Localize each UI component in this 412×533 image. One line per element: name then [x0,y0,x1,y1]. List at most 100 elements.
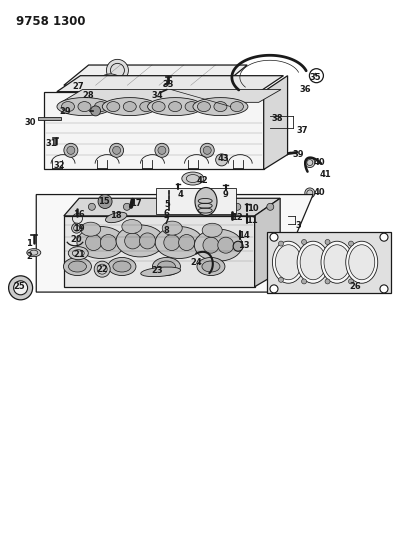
Text: 6: 6 [164,209,170,217]
Text: 39: 39 [293,150,304,159]
Circle shape [98,195,112,208]
Text: 35: 35 [309,73,321,82]
Text: 40: 40 [313,158,325,167]
Ellipse shape [300,245,326,280]
Circle shape [179,235,194,251]
Text: 10: 10 [247,205,259,213]
Circle shape [161,203,167,211]
Polygon shape [57,76,283,92]
Circle shape [279,241,283,246]
Text: 37: 37 [297,126,308,135]
Ellipse shape [27,248,41,257]
Text: 32: 32 [54,161,65,169]
Ellipse shape [68,247,88,260]
Ellipse shape [94,102,108,111]
Ellipse shape [272,241,304,283]
Circle shape [305,188,315,198]
Ellipse shape [140,102,153,111]
Text: 20: 20 [71,236,82,244]
Polygon shape [64,198,280,216]
Circle shape [325,239,330,245]
Text: 43: 43 [218,155,229,163]
Ellipse shape [123,102,136,111]
Circle shape [72,223,82,233]
Text: 14: 14 [238,231,250,240]
Text: 13: 13 [238,241,250,249]
Polygon shape [264,76,288,169]
Circle shape [91,106,101,116]
Text: 26: 26 [349,282,361,291]
Text: 34: 34 [152,92,163,100]
Polygon shape [255,198,280,287]
Text: 28: 28 [82,92,94,100]
Ellipse shape [197,257,225,276]
Text: 38: 38 [272,114,283,123]
Ellipse shape [321,241,353,283]
Text: 16: 16 [73,210,85,219]
Ellipse shape [141,267,180,277]
Text: 19: 19 [73,224,85,232]
Ellipse shape [152,102,165,111]
Circle shape [270,233,278,241]
Circle shape [203,237,219,253]
Ellipse shape [63,257,91,276]
Text: 9758 1300: 9758 1300 [16,15,86,28]
Circle shape [89,203,95,211]
Circle shape [302,279,307,284]
Circle shape [218,237,234,253]
Ellipse shape [108,257,136,276]
Text: 8: 8 [164,226,170,235]
Circle shape [124,203,130,211]
Circle shape [302,239,307,245]
Ellipse shape [349,245,375,280]
Circle shape [9,276,33,300]
Text: 1: 1 [26,239,32,247]
Circle shape [140,233,155,249]
Ellipse shape [197,102,211,111]
Ellipse shape [116,225,164,257]
Ellipse shape [194,229,242,261]
Ellipse shape [195,188,217,215]
Text: 11: 11 [246,216,258,224]
Ellipse shape [81,222,101,236]
Text: 18: 18 [110,212,122,220]
Circle shape [86,235,101,251]
Circle shape [380,285,388,293]
Circle shape [94,261,110,277]
Circle shape [279,277,283,282]
Text: 33: 33 [163,80,174,88]
Circle shape [106,59,129,82]
Polygon shape [44,92,264,169]
Polygon shape [36,195,313,292]
Ellipse shape [122,220,142,233]
Circle shape [380,233,388,241]
Circle shape [267,203,274,211]
Circle shape [112,146,121,155]
Circle shape [101,235,116,251]
Circle shape [125,233,140,249]
Polygon shape [64,216,255,287]
Circle shape [270,285,278,293]
Text: 4: 4 [178,190,184,199]
Text: 31: 31 [45,140,57,148]
Polygon shape [64,65,247,85]
Ellipse shape [202,261,220,272]
Ellipse shape [193,98,248,116]
Ellipse shape [214,102,227,111]
Circle shape [234,203,241,211]
Text: 27: 27 [72,82,84,91]
Text: 17: 17 [130,199,141,208]
Ellipse shape [346,241,378,283]
Ellipse shape [102,98,157,116]
Circle shape [215,154,228,166]
Ellipse shape [202,223,222,237]
Ellipse shape [77,227,125,259]
Ellipse shape [297,241,329,283]
Text: 30: 30 [25,118,36,127]
Ellipse shape [68,261,87,272]
Ellipse shape [105,212,127,223]
Circle shape [155,143,169,157]
Ellipse shape [230,102,243,111]
Circle shape [110,143,124,157]
Text: 12: 12 [231,213,243,222]
